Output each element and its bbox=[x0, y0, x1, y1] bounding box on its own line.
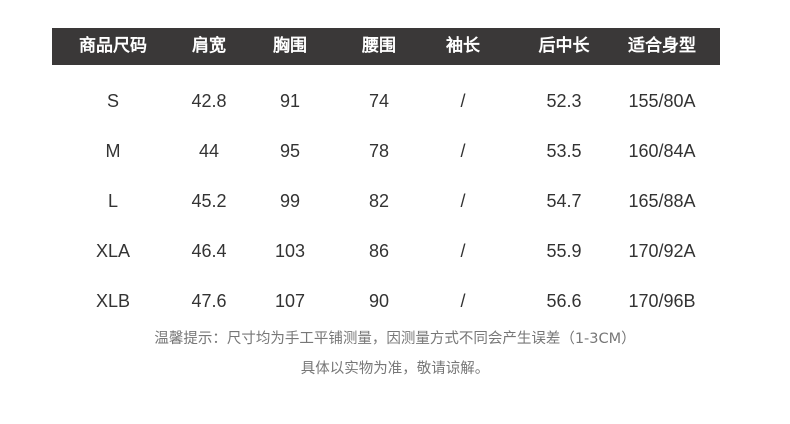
table-row: XLA 46.4 103 86 / 55.9 170/92A bbox=[0, 236, 790, 266]
cell-chest: 99 bbox=[279, 191, 301, 211]
cell-sleeve: / bbox=[460, 241, 466, 261]
cell-body-type: 160/84A bbox=[628, 141, 696, 161]
header-waist: 腰围 bbox=[362, 36, 396, 56]
cell-shoulder: 47.6 bbox=[191, 291, 227, 311]
cell-waist: 78 bbox=[368, 141, 390, 161]
cell-body-type: 165/88A bbox=[628, 191, 696, 211]
cell-length: 56.6 bbox=[546, 291, 582, 311]
cell-body-type: 170/92A bbox=[628, 241, 696, 261]
cell-shoulder: 42.8 bbox=[191, 91, 227, 111]
table-row: M 44 95 78 / 53.5 160/84A bbox=[0, 136, 790, 166]
cell-body-type: 155/80A bbox=[628, 91, 696, 111]
cell-size: XLA bbox=[95, 241, 131, 261]
header-shoulder: 肩宽 bbox=[192, 36, 226, 56]
cell-waist: 82 bbox=[368, 191, 390, 211]
header-chest: 胸围 bbox=[273, 36, 307, 56]
cell-waist: 90 bbox=[368, 291, 390, 311]
table-row: XLB 47.6 107 90 / 56.6 170/96B bbox=[0, 286, 790, 316]
cell-sleeve: / bbox=[460, 91, 466, 111]
cell-sleeve: / bbox=[460, 191, 466, 211]
table-header: 商品尺码 肩宽 胸围 腰围 袖长 后中长 适合身型 bbox=[52, 28, 720, 65]
cell-shoulder: 44 bbox=[198, 141, 220, 161]
cell-sleeve: / bbox=[460, 291, 466, 311]
header-sleeve: 袖长 bbox=[446, 36, 480, 56]
cell-size: M bbox=[105, 141, 121, 161]
cell-shoulder: 46.4 bbox=[191, 241, 227, 261]
cell-length: 54.7 bbox=[546, 191, 582, 211]
header-size: 商品尺码 bbox=[79, 36, 147, 56]
cell-length: 52.3 bbox=[546, 91, 582, 111]
cell-body-type: 170/96B bbox=[628, 291, 696, 311]
cell-length: 55.9 bbox=[546, 241, 582, 261]
cell-waist: 74 bbox=[368, 91, 390, 111]
cell-sleeve: / bbox=[460, 141, 466, 161]
cell-chest: 91 bbox=[279, 91, 301, 111]
note-line-1: 温馨提示：尺寸均为手工平铺测量，因测量方式不同会产生误差（1-3CM） bbox=[154, 331, 636, 347]
cell-chest: 95 bbox=[279, 141, 301, 161]
table-row: L 45.2 99 82 / 54.7 165/88A bbox=[0, 186, 790, 216]
cell-size: S bbox=[106, 91, 120, 111]
cell-chest: 107 bbox=[274, 291, 306, 311]
cell-size: XLB bbox=[95, 291, 131, 311]
cell-size: L bbox=[107, 191, 119, 211]
cell-shoulder: 45.2 bbox=[191, 191, 227, 211]
cell-waist: 86 bbox=[368, 241, 390, 261]
header-length: 后中长 bbox=[538, 36, 590, 56]
table-row: S 42.8 91 74 / 52.3 155/80A bbox=[0, 86, 790, 116]
cell-length: 53.5 bbox=[546, 141, 582, 161]
note-line-2: 具体以实物为准，敬请谅解。 bbox=[300, 361, 490, 377]
cell-chest: 103 bbox=[274, 241, 306, 261]
header-body-type: 适合身型 bbox=[628, 36, 696, 56]
